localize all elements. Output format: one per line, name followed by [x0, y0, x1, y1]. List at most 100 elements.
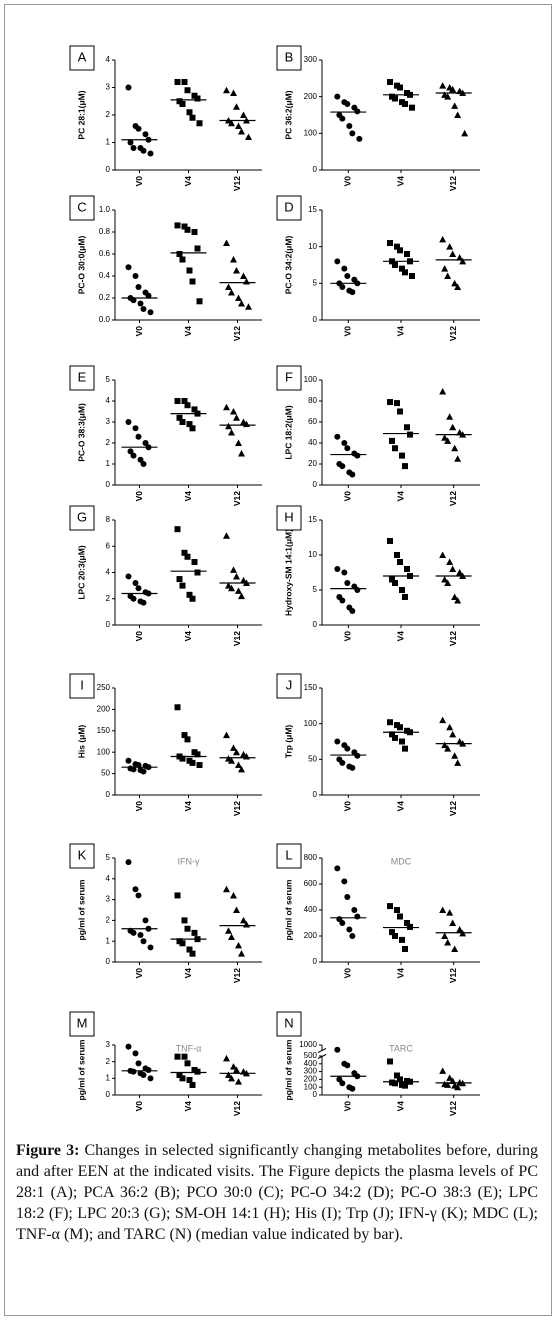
- point: [179, 755, 186, 762]
- point: [349, 1085, 356, 1092]
- y-axis-label: His (μM): [76, 725, 86, 759]
- point: [196, 120, 203, 127]
- point: [449, 423, 457, 431]
- point: [230, 256, 237, 263]
- point: [344, 1062, 351, 1069]
- point: [344, 580, 351, 586]
- y-tick-label: 200: [304, 931, 318, 940]
- point: [394, 1072, 400, 1079]
- point: [389, 929, 395, 936]
- point: [397, 408, 403, 415]
- point: [176, 1072, 183, 1078]
- point: [349, 289, 356, 296]
- y-tick-label: 1: [106, 138, 111, 147]
- point: [228, 289, 235, 296]
- point: [181, 1053, 188, 1060]
- x-tick-label: V4: [183, 326, 193, 337]
- point: [233, 103, 240, 110]
- point: [130, 1068, 137, 1075]
- y-tick-label: 2: [106, 1057, 111, 1066]
- point: [451, 279, 459, 287]
- y-tick-label: 4: [106, 568, 111, 577]
- x-tick-label: V4: [183, 968, 193, 979]
- point: [225, 422, 232, 430]
- y-tick-label: 6: [106, 541, 111, 550]
- point: [387, 538, 393, 544]
- point: [225, 283, 232, 290]
- y-tick-label: 2: [106, 916, 111, 925]
- point: [235, 294, 242, 301]
- point: [230, 566, 237, 573]
- point: [354, 752, 361, 759]
- point: [387, 79, 393, 85]
- point: [354, 913, 361, 920]
- panel-label: L: [285, 847, 292, 862]
- point: [349, 471, 356, 478]
- point: [456, 254, 464, 261]
- x-tick-label: V12: [232, 1101, 242, 1116]
- point: [235, 122, 242, 129]
- point: [135, 585, 142, 592]
- point: [334, 1046, 341, 1053]
- point: [439, 82, 447, 89]
- chart-title: TARC: [389, 1043, 413, 1053]
- point: [179, 101, 186, 107]
- point: [174, 398, 181, 404]
- point: [446, 723, 454, 731]
- y-axis-label: pg/ml of serum: [76, 1039, 86, 1100]
- panel-label-box: [276, 195, 302, 221]
- point: [186, 267, 193, 274]
- point: [125, 1043, 132, 1050]
- y-tick-label: 2: [106, 594, 111, 603]
- x-tick-label: V12: [232, 801, 242, 816]
- point: [397, 1076, 403, 1083]
- point: [349, 608, 356, 614]
- caption-label: Figure 3:: [16, 1142, 80, 1159]
- point: [132, 1050, 139, 1057]
- point: [341, 878, 348, 885]
- y-tick-label: 4: [106, 396, 111, 405]
- point: [135, 762, 142, 769]
- y-axis-label: Trp (μM): [283, 725, 293, 759]
- panel-label: E: [78, 369, 87, 384]
- point: [439, 1067, 447, 1074]
- panel-label-box: [276, 505, 302, 531]
- point: [392, 734, 398, 741]
- point: [392, 1080, 398, 1087]
- point: [449, 250, 457, 257]
- y-tick-label: 4: [106, 55, 111, 64]
- panel-label: H: [284, 509, 293, 524]
- point: [176, 251, 183, 257]
- x-tick-label: V0: [343, 176, 353, 187]
- point: [454, 759, 462, 766]
- point: [147, 150, 154, 157]
- point: [240, 576, 247, 584]
- point: [245, 133, 252, 140]
- y-tick-label: 15: [308, 205, 317, 214]
- point: [189, 950, 196, 957]
- x-tick-label: V12: [232, 491, 242, 506]
- point: [137, 931, 144, 938]
- point: [346, 123, 353, 129]
- x-tick-label: V0: [343, 1101, 353, 1112]
- y-tick-label: 0.2: [99, 293, 111, 302]
- panel-label: J: [286, 677, 293, 692]
- point: [341, 569, 348, 576]
- y-tick-label: 200: [304, 1075, 318, 1084]
- point: [240, 916, 247, 924]
- point: [397, 913, 403, 920]
- point: [399, 936, 405, 943]
- y-tick-label: 100: [304, 128, 318, 137]
- point: [194, 1068, 201, 1075]
- point: [186, 109, 193, 116]
- point: [225, 1071, 232, 1078]
- point: [459, 257, 467, 265]
- point: [140, 306, 147, 312]
- point: [344, 101, 351, 107]
- point: [142, 440, 149, 446]
- y-axis-label: LPC 18:2(μM): [283, 405, 293, 459]
- point: [387, 1058, 393, 1065]
- point: [176, 576, 183, 583]
- point: [130, 595, 137, 602]
